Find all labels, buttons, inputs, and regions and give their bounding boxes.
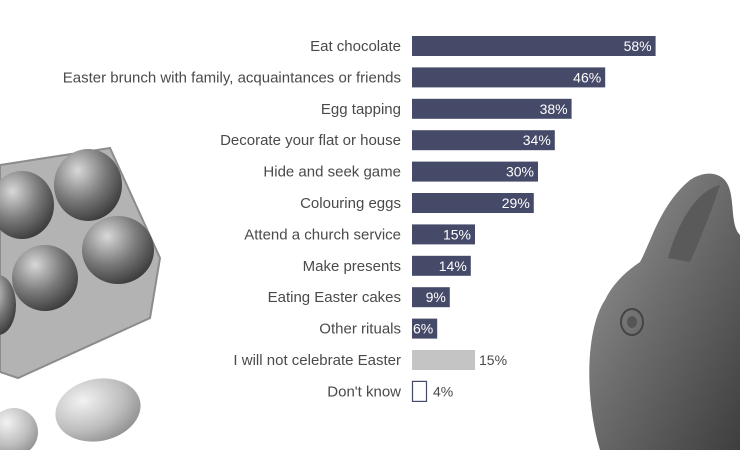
category-labels: Eat chocolate Easter brunch with family, … — [63, 38, 401, 400]
value-labels: 58% 46% 38% 34% 30% 29% 15% 14% 9% 6% 15% 4% — [413, 38, 652, 399]
category-label: Make presents — [303, 258, 401, 275]
value-label: 34% — [523, 132, 551, 148]
bars — [411, 36, 656, 402]
value-label: 38% — [540, 101, 568, 117]
bar — [412, 161, 538, 182]
bar — [412, 287, 450, 308]
bar — [412, 193, 534, 213]
category-label: Easter brunch with family, acquaintances… — [63, 69, 401, 86]
value-label: 4% — [433, 383, 453, 399]
bar — [411, 380, 428, 402]
bar — [412, 36, 656, 56]
category-label: Egg tapping — [321, 101, 401, 118]
bar — [412, 350, 475, 370]
bar — [412, 318, 438, 339]
value-label: 30% — [506, 164, 534, 180]
egg-carton-photo-icon — [0, 146, 162, 380]
bar — [412, 98, 572, 119]
category-label: Attend a church service — [244, 226, 401, 243]
category-label: Other rituals — [319, 321, 401, 338]
category-label: Decorate your flat or house — [220, 132, 401, 149]
category-label: Don't know — [327, 383, 401, 400]
value-label: 9% — [426, 289, 446, 305]
category-label: Colouring eggs — [300, 195, 401, 212]
egg-photo-icon — [0, 378, 141, 450]
bar — [412, 224, 475, 245]
value-label: 58% — [624, 38, 652, 54]
value-label: 6% — [413, 321, 433, 337]
category-label: Eating Easter cakes — [268, 289, 401, 306]
bar — [412, 130, 555, 151]
bar — [412, 67, 606, 88]
category-label: Hide and seek game — [263, 164, 401, 181]
value-label: 15% — [479, 352, 507, 368]
category-label: I will not celebrate Easter — [233, 352, 401, 369]
value-label: 29% — [502, 195, 530, 211]
bar — [412, 255, 471, 276]
value-label: 15% — [443, 226, 471, 242]
chocolate-bunny-photo-icon — [589, 173, 740, 450]
category-label: Eat chocolate — [310, 38, 401, 55]
value-label: 46% — [573, 69, 601, 85]
value-label: 14% — [439, 258, 467, 274]
